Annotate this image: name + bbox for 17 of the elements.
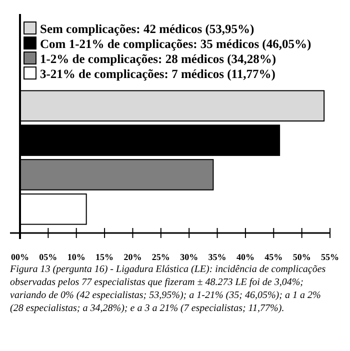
x-tick-label: 40% (236, 252, 254, 262)
x-tick-label: 10% (67, 252, 86, 262)
x-tick-label: 15% (96, 252, 114, 262)
x-tick-label: 35% (208, 252, 226, 262)
x-tick-label: 30% (180, 252, 198, 262)
x-tick-label: 45% (264, 252, 283, 262)
x-tick-label: 25% (152, 252, 170, 262)
legend-label: 3-21% de complicações: 7 médicos (11,77%) (40, 67, 276, 81)
x-tick-label: 05% (39, 252, 58, 262)
legend-label: Sem complicações: 42 médicos (53,95%) (40, 22, 254, 36)
x-tick-label: 00% (11, 252, 29, 262)
x-tick-label: 20% (124, 252, 142, 262)
text: Figura 13 (pergunta 16) - Ligadura Elástica (LE): incidência de complicações observadas pelos 77 especialistas que fizeram ± 48.273 LE foi de 3,04%; variando de 0% (42 especialistas; 53,95%); a 1-21% (35; 46,05%); a 1 a 2% (28 especialistas; a 34,28%); e a 3 a 21% (7 especialistas; 11,77%). (9, 264, 326, 314)
x-tick-label: 55% (321, 252, 339, 262)
x-tick-label: 50% (292, 252, 311, 262)
legend-label: Com 1-21% de complicações: 35 médicos (46,05%) (40, 37, 312, 51)
legend-label: 1-2% de complicações: 28 médicos (34,28%) (40, 52, 276, 66)
